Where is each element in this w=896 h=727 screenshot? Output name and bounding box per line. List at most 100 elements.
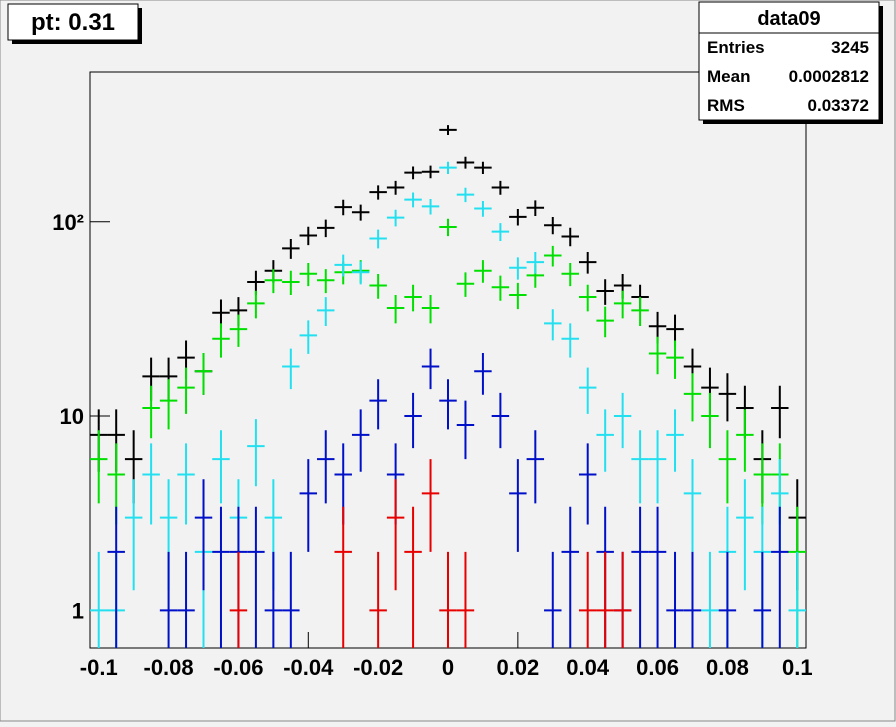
data-point — [421, 348, 440, 390]
data-point — [544, 245, 562, 267]
data-point — [334, 254, 352, 277]
data-point — [159, 551, 178, 648]
data-point — [404, 166, 422, 180]
data-point — [718, 430, 737, 504]
data-point — [334, 506, 352, 648]
data-point — [596, 409, 614, 472]
data-point — [212, 430, 230, 504]
data-point — [404, 392, 422, 449]
x-tick-label: 0.04 — [566, 655, 610, 680]
data-point — [771, 385, 789, 439]
stats-value: 0.0002812 — [789, 67, 869, 86]
x-tick-label: -0.08 — [144, 655, 194, 680]
x-tick-label: -0.06 — [213, 655, 263, 680]
data-point — [404, 506, 422, 648]
data-point — [718, 551, 737, 648]
data-point — [456, 400, 475, 460]
data-point — [456, 551, 475, 648]
chart-title: pt: 0.31 — [31, 9, 115, 36]
data-point — [613, 551, 632, 648]
data-point — [456, 187, 475, 203]
data-point — [351, 204, 370, 221]
data-point — [439, 379, 457, 430]
x-tick-label: -0.02 — [353, 655, 403, 680]
data-point — [386, 294, 405, 324]
data-point — [247, 419, 265, 487]
data-point — [509, 257, 527, 280]
data-point — [107, 506, 125, 648]
data-point — [509, 282, 527, 310]
data-point — [578, 551, 597, 648]
data-point — [247, 290, 265, 319]
data-point — [753, 551, 772, 648]
data-point — [264, 551, 283, 648]
data-point — [474, 201, 492, 217]
data-point — [491, 223, 510, 242]
data-point — [404, 192, 422, 208]
data-point — [788, 551, 806, 648]
data-point — [613, 290, 632, 319]
x-tick-label: -0.04 — [283, 655, 334, 680]
data-point — [491, 392, 510, 449]
data-point — [701, 392, 719, 449]
data-point — [596, 551, 614, 648]
data-point — [317, 269, 335, 294]
data-point — [613, 392, 632, 449]
data-point — [317, 297, 335, 326]
stats-value: 3245 — [831, 38, 869, 57]
data-point — [526, 430, 545, 504]
data-point — [771, 506, 789, 648]
data-point — [631, 297, 649, 326]
data-point — [631, 430, 649, 504]
data-point — [212, 323, 230, 358]
data-point — [474, 161, 492, 174]
data-point — [369, 379, 387, 430]
data-point — [561, 227, 579, 247]
data-point — [282, 270, 300, 295]
data-point — [351, 261, 370, 285]
data-point — [282, 348, 300, 390]
data-point — [282, 238, 300, 259]
x-tick-label: -0.1 — [80, 655, 118, 680]
data-point — [596, 306, 614, 338]
data-point — [526, 200, 545, 216]
data-point — [683, 551, 702, 648]
data-point — [90, 551, 108, 648]
data-point — [474, 352, 492, 395]
data-point — [491, 180, 510, 195]
data-point — [666, 340, 684, 379]
data-point — [124, 479, 143, 591]
data-point — [386, 479, 405, 591]
data-point — [578, 284, 597, 312]
data-point — [177, 443, 195, 525]
data-point — [491, 275, 510, 301]
title-box — [7, 3, 139, 41]
data-point — [578, 252, 597, 274]
data-point — [142, 385, 160, 439]
data-point — [526, 252, 545, 274]
data-point — [474, 260, 492, 283]
stats-title: data09 — [757, 8, 820, 30]
data-point — [369, 551, 387, 648]
x-tick-label: 0.06 — [636, 655, 679, 680]
data-point — [578, 443, 597, 525]
data-point — [369, 185, 387, 200]
data-point — [439, 218, 457, 237]
y-tick-label: 1 — [72, 598, 84, 623]
data-point — [596, 279, 614, 305]
data-point — [683, 459, 702, 552]
x-tick-label: 0.08 — [706, 655, 749, 680]
data-point — [561, 506, 579, 648]
data-point — [456, 156, 475, 169]
data-point — [631, 506, 649, 648]
data-point — [683, 373, 702, 422]
data-point — [386, 209, 405, 227]
data-point — [299, 262, 318, 287]
data-point — [736, 409, 754, 472]
stats-box — [698, 1, 880, 121]
data-point — [648, 336, 667, 375]
data-point — [229, 551, 248, 648]
data-point — [666, 409, 684, 472]
data-point — [544, 551, 562, 648]
data-point — [421, 459, 440, 552]
